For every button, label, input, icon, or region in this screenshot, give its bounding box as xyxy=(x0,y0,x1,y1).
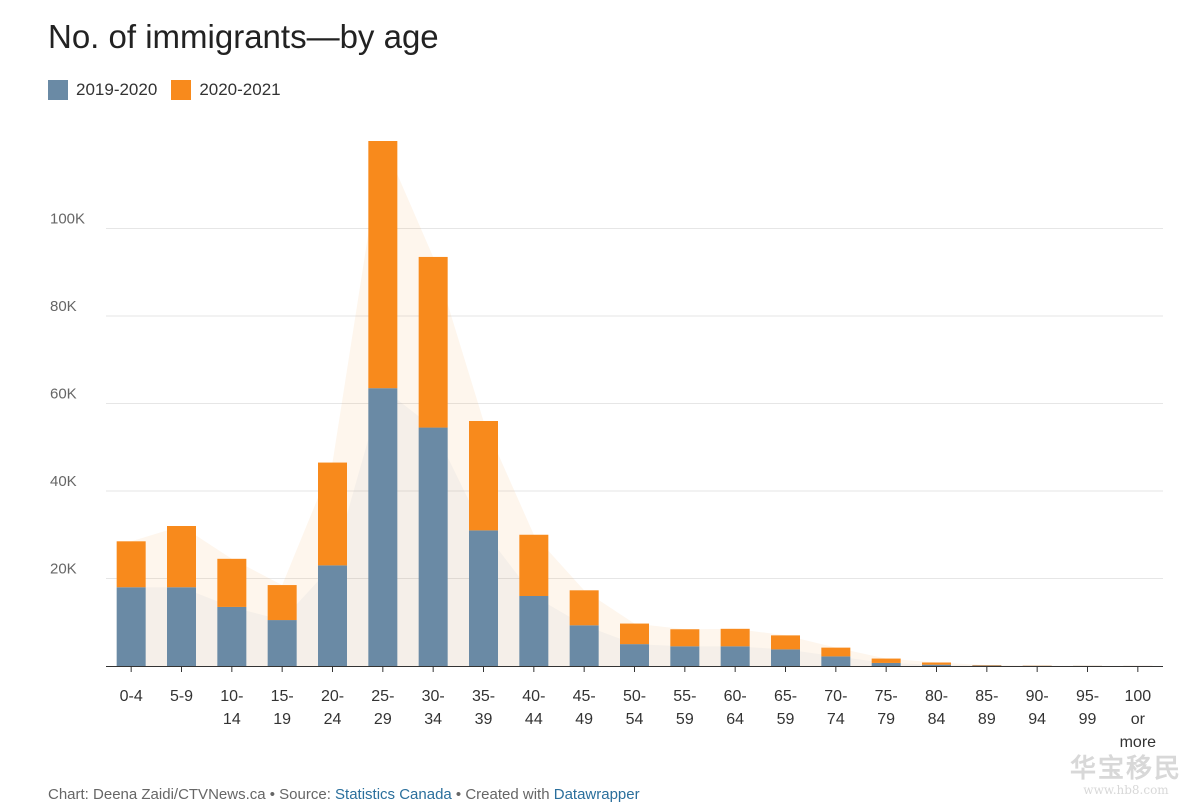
x-tick-label: 15- xyxy=(271,688,294,705)
datawrapper-link[interactable]: Datawrapper xyxy=(553,786,640,803)
bar-2019-2020-70-74 xyxy=(821,656,851,666)
legend-label-2019-2020: 2019-2020 xyxy=(76,80,158,99)
x-tick-label: 40- xyxy=(522,688,545,705)
bar-2019-2020-10-14 xyxy=(217,606,247,666)
x-tick-label: 30- xyxy=(422,688,445,705)
y-tick-label: 100K xyxy=(50,211,85,228)
legend-item-2019-2020: 2019-2020 xyxy=(48,80,157,100)
legend-swatch-2020-2021 xyxy=(171,80,192,100)
x-tick-label: 89 xyxy=(978,711,996,728)
x-tick-label: 0-4 xyxy=(120,688,143,705)
x-tick-label: 19 xyxy=(273,711,291,728)
y-tick-label: 80K xyxy=(50,298,77,315)
watermark-url: www.hb8.com xyxy=(1083,783,1169,797)
x-tick-label: 60- xyxy=(724,688,747,705)
bar-2020-2021-80-84 xyxy=(922,662,951,665)
legend-item-2020-2021: 2020-2021 xyxy=(171,80,281,100)
x-tick-label: 25- xyxy=(371,688,394,705)
bar-2019-2020-40-44 xyxy=(519,596,549,666)
watermark-text: 华宝移民 xyxy=(1069,754,1182,784)
y-tick-label: 40K xyxy=(50,473,77,490)
chart-title: No. of immigrants—by age xyxy=(48,18,439,55)
x-tick-label: 95- xyxy=(1076,688,1099,705)
y-tick-label: 60K xyxy=(50,386,77,403)
x-tick-label: 84 xyxy=(928,711,946,728)
bar-2020-2021-40-44 xyxy=(519,534,549,596)
bar-2020-2021-30-34 xyxy=(418,256,448,428)
x-tick-label: 29 xyxy=(374,711,392,728)
x-tick-label: 35- xyxy=(472,688,495,705)
x-tick-label: 64 xyxy=(726,711,744,728)
footer-credit: Chart: Deena Zaidi/CTVNews.ca • Source: xyxy=(48,786,336,803)
bar-2019-2020-65-59 xyxy=(771,649,800,666)
bar-2019-2020-20-24 xyxy=(318,565,347,666)
x-tick-label: 59 xyxy=(676,711,694,728)
x-tick-label: 44 xyxy=(525,711,543,728)
bar-2020-2021-75-79 xyxy=(871,658,901,663)
bar-2020-2021-35-39 xyxy=(469,421,498,531)
bar-2019-2020-55-59 xyxy=(670,646,700,666)
x-tick-label: 65- xyxy=(774,688,797,705)
bar-2019-2020-45-49 xyxy=(569,625,599,666)
bar-2020-2021-55-59 xyxy=(670,629,700,647)
bar-2020-2021-0-4 xyxy=(116,541,146,588)
x-tick-label: 74 xyxy=(827,711,845,728)
legend-label-2020-2021: 2020-2021 xyxy=(199,80,281,99)
bar-2020-2021-50-54 xyxy=(620,623,649,645)
bar-2020-2021-25-29 xyxy=(368,141,398,389)
bar-2020-2021-70-74 xyxy=(821,647,851,657)
x-tick-label: 99 xyxy=(1079,711,1097,728)
bar-2019-2020-75-79 xyxy=(871,662,901,666)
x-tick-label: 14 xyxy=(223,711,241,728)
x-tick-label: 10- xyxy=(220,688,243,705)
legend: 2019-2020 2020-2021 xyxy=(48,80,281,100)
x-tick-label: 45- xyxy=(573,688,596,705)
bar-2019-2020-30-34 xyxy=(418,427,448,666)
x-tick-label: 39 xyxy=(475,711,493,728)
bar-2020-2021-5-9 xyxy=(167,526,196,588)
x-tick-label: 34 xyxy=(424,711,442,728)
x-tick-label: 90- xyxy=(1026,688,1049,705)
bar-2020-2021-65-59 xyxy=(771,635,800,650)
bar-2020-2021-10-14 xyxy=(217,558,247,607)
bar-2019-2020-0-4 xyxy=(116,587,146,666)
bar-2020-2021-15-19 xyxy=(267,585,297,621)
x-tick-label: 94 xyxy=(1028,711,1046,728)
x-tick-label: 100 xyxy=(1124,688,1151,705)
x-tick-label: 75- xyxy=(875,688,898,705)
x-tick-label: 55- xyxy=(673,688,696,705)
source-link[interactable]: Statistics Canada xyxy=(335,786,452,803)
x-tick-label: 54 xyxy=(626,711,644,728)
bar-2019-2020-5-9 xyxy=(167,587,196,666)
x-tick-label: 79 xyxy=(877,711,895,728)
chart-footer: Chart: Deena Zaidi/CTVNews.ca • Source: … xyxy=(48,786,640,803)
x-tick-label: 70- xyxy=(824,688,847,705)
x-tick-label: 50- xyxy=(623,688,646,705)
x-tick-label: 85- xyxy=(975,688,998,705)
bar-2019-2020-25-29 xyxy=(368,388,398,666)
x-tick-label: 59 xyxy=(777,711,795,728)
x-tick-label: 20- xyxy=(321,688,344,705)
bar-2020-2021-20-24 xyxy=(318,462,347,566)
bar-2019-2020-80-84 xyxy=(922,664,951,666)
x-tick-label: or xyxy=(1131,711,1146,728)
x-tick-label: 24 xyxy=(324,711,342,728)
x-tick-label: more xyxy=(1120,734,1157,751)
x-tick-label: 49 xyxy=(575,711,593,728)
bar-2019-2020-15-19 xyxy=(267,620,297,666)
y-tick-label: 20K xyxy=(50,561,77,578)
bar-2019-2020-50-54 xyxy=(620,644,649,666)
bar-2019-2020-35-39 xyxy=(469,530,498,666)
legend-swatch-2019-2020 xyxy=(48,80,68,100)
watermark-logo: 华宝移民 www.hb8.com xyxy=(1070,748,1182,797)
bar-2020-2021-45-49 xyxy=(569,590,599,626)
x-tick-label: 5-9 xyxy=(170,688,193,705)
bar-2019-2020-60-64 xyxy=(720,646,750,666)
x-tick-label: 80- xyxy=(925,688,948,705)
footer-created-with: • Created with xyxy=(451,786,554,803)
bar-2020-2021-60-64 xyxy=(720,628,750,647)
